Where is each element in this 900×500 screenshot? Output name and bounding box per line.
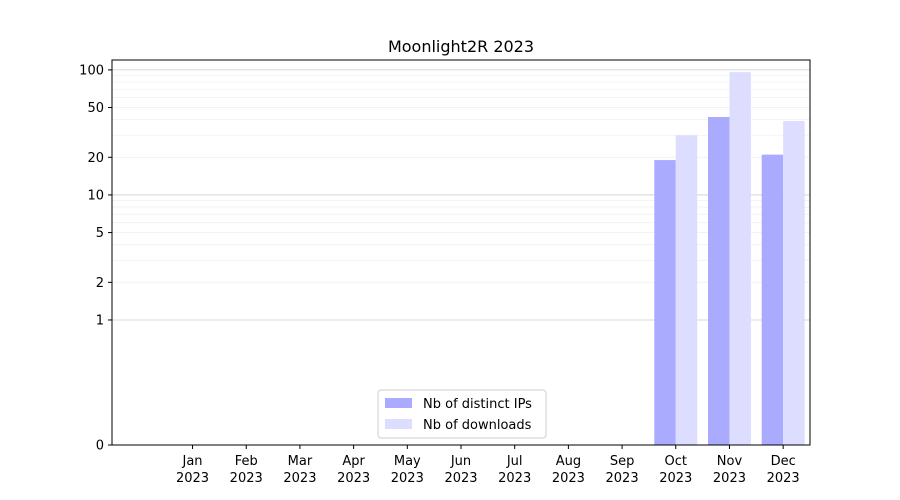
x-tick-label-month: Sep bbox=[610, 454, 635, 469]
x-tick-label-month: Oct bbox=[665, 454, 687, 469]
x-tick-label-year: 2023 bbox=[230, 471, 263, 486]
bar-series-0-dec bbox=[761, 154, 784, 446]
y-tick-label: 50 bbox=[87, 101, 104, 116]
legend-swatch bbox=[385, 419, 412, 429]
chart-title: Moonlight2R 2023 bbox=[388, 37, 534, 56]
x-tick-label-year: 2023 bbox=[283, 471, 316, 486]
x-tick-label-month: May bbox=[394, 454, 421, 469]
y-tick-label: 100 bbox=[79, 63, 104, 78]
x-tick-label-month: Jan bbox=[182, 454, 203, 469]
x-tick-label-year: 2023 bbox=[176, 471, 209, 486]
x-tick-label-year: 2023 bbox=[552, 471, 585, 486]
bars bbox=[654, 72, 805, 446]
x-tick-label-month: Jun bbox=[450, 454, 471, 469]
y-tick-label: 5 bbox=[96, 226, 104, 241]
y-tick-label: 1 bbox=[96, 313, 104, 328]
x-tick-label-year: 2023 bbox=[606, 471, 639, 486]
y-tick-label: 10 bbox=[87, 188, 104, 203]
x-tick-label-year: 2023 bbox=[659, 471, 692, 486]
grid-lines bbox=[112, 69, 810, 321]
y-axis: 0 1 2 5 10 20 50 100 bbox=[79, 63, 112, 454]
x-tick-label-year: 2023 bbox=[444, 471, 477, 486]
bar-series-0-nov bbox=[707, 117, 730, 445]
bar-series-1-oct bbox=[675, 135, 698, 445]
x-tick-label-year: 2023 bbox=[713, 471, 746, 486]
x-tick-label-year: 2023 bbox=[337, 471, 370, 486]
legend-entry-label: Nb of downloads bbox=[423, 418, 532, 433]
x-tick-label-month: Dec bbox=[771, 454, 796, 469]
bar-series-1-nov bbox=[729, 72, 751, 445]
legend-swatch bbox=[385, 398, 412, 408]
plot-frame bbox=[111, 59, 811, 446]
x-tick-label-year: 2023 bbox=[767, 471, 800, 486]
x-tick-label-month: Apr bbox=[342, 454, 365, 469]
x-tick-label-year: 2023 bbox=[498, 471, 531, 486]
x-tick-label-year: 2023 bbox=[391, 471, 424, 486]
y-tick-label: 0 bbox=[96, 439, 104, 454]
legend-entry-label: Nb of distinct IPs bbox=[423, 397, 532, 412]
x-axis: Jan 2023 Feb 2023 Mar 2023 Apr 2023 May 2023 Jun 20… bbox=[176, 445, 800, 486]
legend-box bbox=[377, 389, 547, 439]
x-tick-label-month: Mar bbox=[288, 454, 313, 469]
legend: Nb of distinct IPs Nb of downloads bbox=[377, 389, 547, 439]
x-tick-label-month: Feb bbox=[235, 454, 258, 469]
bar-series-0-oct bbox=[654, 160, 676, 445]
y-tick-label: 2 bbox=[96, 276, 104, 291]
y-tick-label: 20 bbox=[87, 151, 104, 166]
x-tick-label-month: Nov bbox=[717, 454, 743, 469]
bar-series-1-dec bbox=[783, 121, 805, 446]
x-tick-label-month: Jul bbox=[506, 454, 523, 469]
x-tick-label-month: Aug bbox=[556, 454, 581, 469]
